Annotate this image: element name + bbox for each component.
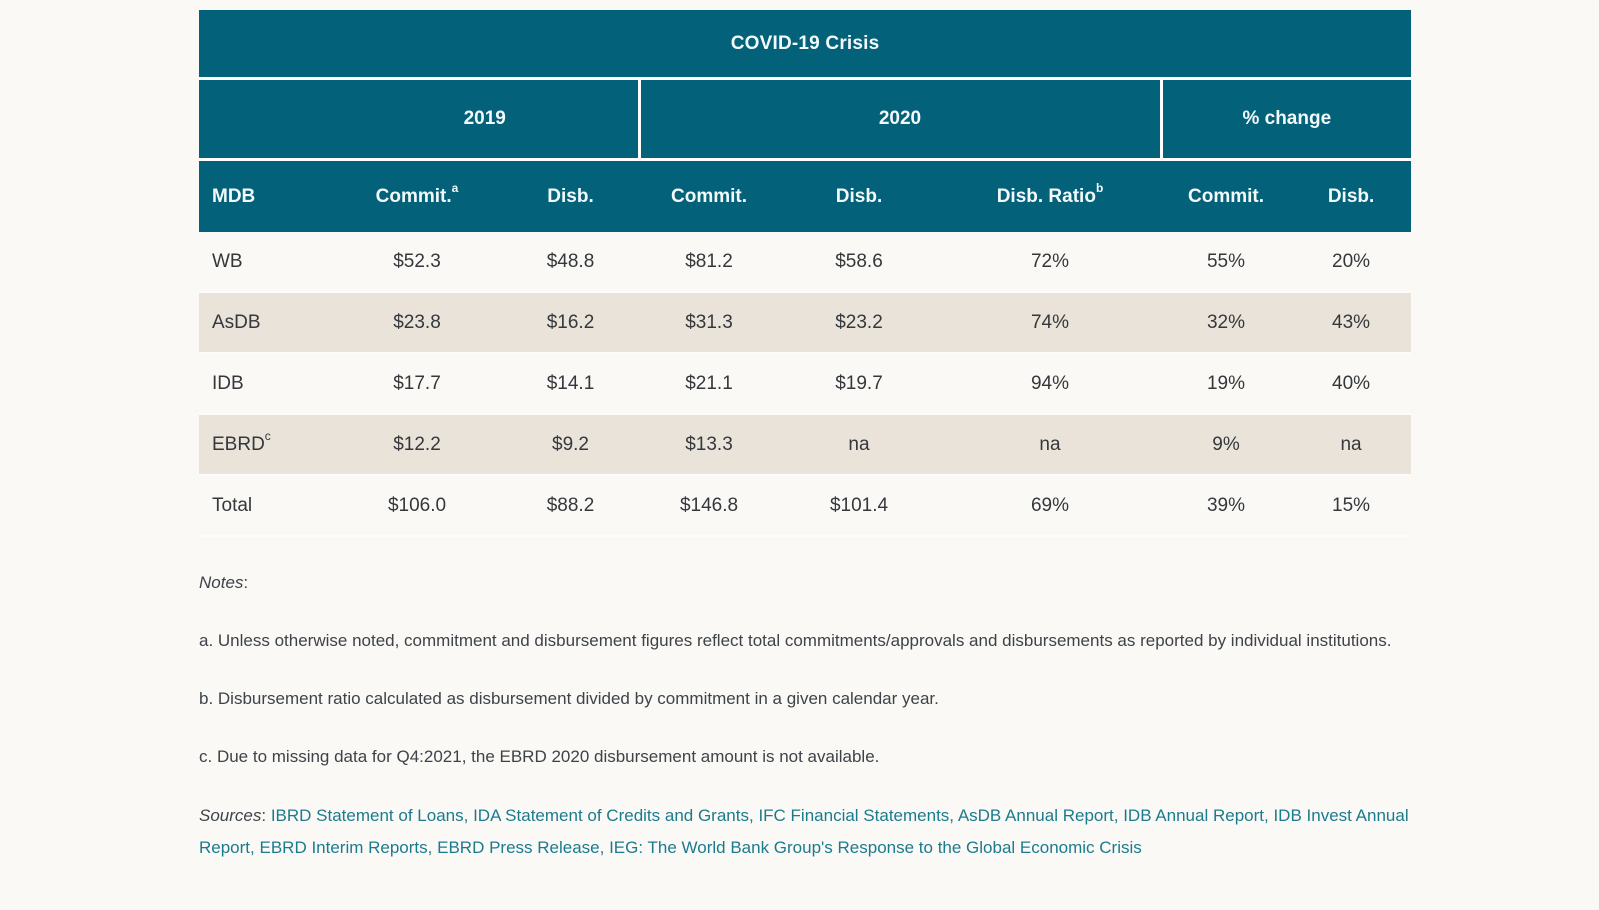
cell-total-2: $146.8	[639, 475, 779, 537]
source-link-6[interactable]: IDB Invest Annual Report	[199, 806, 1409, 857]
col-header-disb-4: Disb.	[779, 159, 939, 232]
col-header-disb-2: Disb.	[502, 159, 639, 232]
mdb-name-idb: IDB	[199, 353, 332, 415]
cell-ebrd-5: 9%	[1161, 414, 1291, 476]
group-header-empty	[199, 78, 332, 161]
cell-total-1: $88.2	[502, 475, 639, 537]
source-link-4[interactable]: AsDB Annual Report	[957, 806, 1114, 825]
source-link-7[interactable]: EBRD Interim Reports	[259, 838, 428, 857]
sources-paragraph: Sources: IBRD Statement of Loans, IDA St…	[199, 806, 1409, 857]
cell-wb-2: $81.2	[639, 232, 779, 293]
col-header-commit-6: Commit.	[1161, 159, 1291, 232]
cell-total-3: $101.4	[779, 475, 939, 537]
note-b: b. Disbursement ratio calculated as disb…	[199, 689, 939, 708]
cell-idb-0: $17.7	[332, 353, 502, 415]
cell-asdb-4: 74%	[939, 292, 1161, 354]
cell-asdb-0: $23.8	[332, 292, 502, 354]
sources-label: Sources	[199, 806, 262, 825]
cell-total-6: 15%	[1291, 475, 1412, 537]
col-header-commit-3: Commit.	[639, 159, 779, 232]
source-link-2[interactable]: IDA Statement of Credits and Grants	[473, 806, 749, 825]
cell-asdb-3: $23.2	[779, 292, 939, 354]
cell-wb-4: 72%	[939, 232, 1161, 293]
table-row-total: Total $106.0 $88.2 $146.8 $101.4 69% 39% 15%	[199, 475, 1412, 537]
cell-wb-5: 55%	[1161, 232, 1291, 293]
cell-ebrd-0: $12.2	[332, 414, 502, 476]
cell-asdb-6: 43%	[1291, 292, 1412, 354]
source-link-9[interactable]: IEG: The World Bank Group's Response to …	[609, 838, 1142, 857]
cell-idb-1: $14.1	[502, 353, 639, 415]
source-link-8[interactable]: EBRD Press Release	[437, 838, 600, 857]
notes-label: Notes	[199, 573, 244, 592]
cell-asdb-1: $16.2	[502, 292, 639, 354]
mdb-name-ebrd: EBRDc	[199, 414, 332, 476]
col-header-disb-ratio-5: Disb. Ratiob	[939, 159, 1161, 232]
cell-idb-4: 94%	[939, 353, 1161, 415]
col-header-mdb: MDB	[199, 159, 332, 232]
cell-ebrd-1: $9.2	[502, 414, 639, 476]
cell-wb-0: $52.3	[332, 232, 502, 293]
group-header-2020: 2020	[639, 78, 1163, 161]
table-title: COVID-19 Crisis	[199, 10, 1412, 80]
cell-total-4: 69%	[939, 475, 1161, 537]
note-a: a. Unless otherwise noted, commitment an…	[199, 631, 1392, 650]
notes-colon: :	[243, 573, 249, 592]
covid-crisis-table: COVID-19 Crisis 2019 2020 % change MDB Co…	[199, 10, 1412, 537]
cell-total-0: $106.0	[332, 475, 502, 537]
table-row-idb: IDB $17.7 $14.1 $21.1 $19.7 94% 19% 40%	[199, 353, 1412, 415]
notes-heading: Notes:	[199, 568, 1411, 598]
cell-idb-6: 40%	[1291, 353, 1412, 415]
footnote-marker-c: c	[264, 429, 271, 444]
cell-asdb-2: $31.3	[639, 292, 779, 354]
table-row-asdb: AsDB $23.8 $16.2 $31.3 $23.2 74% 32% 43%	[199, 292, 1412, 354]
table-row-wb: WB $52.3 $48.8 $81.2 $58.6 72% 55% 20%	[199, 232, 1412, 293]
page: { "colors": { "teal": "#04617a", "beige"…	[0, 10, 1599, 910]
notes-section: Notes: a. Unless otherwise noted, commit…	[199, 568, 1411, 864]
cell-asdb-5: 32%	[1161, 292, 1291, 354]
cell-wb-3: $58.6	[779, 232, 939, 293]
source-link-1[interactable]: IBRD Statement of Loans	[270, 806, 464, 825]
mdb-name-asdb: AsDB	[199, 292, 332, 354]
col-header-commit-1: Commit.a	[332, 159, 502, 232]
cell-total-5: 39%	[1161, 475, 1291, 537]
report-content: COVID-19 Crisis 2019 2020 % change MDB Co…	[199, 10, 1412, 864]
cell-idb-3: $19.7	[779, 353, 939, 415]
group-header-2019: 2019	[332, 78, 641, 161]
cell-wb-6: 20%	[1291, 232, 1412, 293]
cell-idb-2: $21.1	[639, 353, 779, 415]
table-row-ebrd: EBRDc $12.2 $9.2 $13.3 na na 9% na	[199, 414, 1412, 476]
table-title-row: COVID-19 Crisis	[199, 10, 1412, 80]
cell-ebrd-2: $13.3	[639, 414, 779, 476]
footnote-marker-a: a	[451, 181, 459, 196]
footnote-marker-b: b	[1095, 181, 1104, 196]
sources-colon: :	[261, 806, 271, 825]
group-header-pct-change: % change	[1161, 78, 1412, 161]
source-link-5[interactable]: IDB Annual Report	[1123, 806, 1264, 825]
cell-ebrd-3: na	[779, 414, 939, 476]
column-header-row: MDB Commit.a Disb. Commit. Disb. Disb. Ratiob…	[199, 159, 1412, 232]
col-header-disb-7: Disb.	[1291, 159, 1412, 232]
mdb-name-wb: WB	[199, 232, 332, 293]
cell-wb-1: $48.8	[502, 232, 639, 293]
source-link-3[interactable]: IFC Financial Statements	[758, 806, 950, 825]
cell-ebrd-6: na	[1291, 414, 1412, 476]
group-header-row: 2019 2020 % change	[199, 78, 1412, 161]
cell-idb-5: 19%	[1161, 353, 1291, 415]
note-c: c. Due to missing data for Q4:2021, the …	[199, 747, 880, 766]
mdb-name-total: Total	[199, 475, 332, 537]
cell-ebrd-4: na	[939, 414, 1161, 476]
